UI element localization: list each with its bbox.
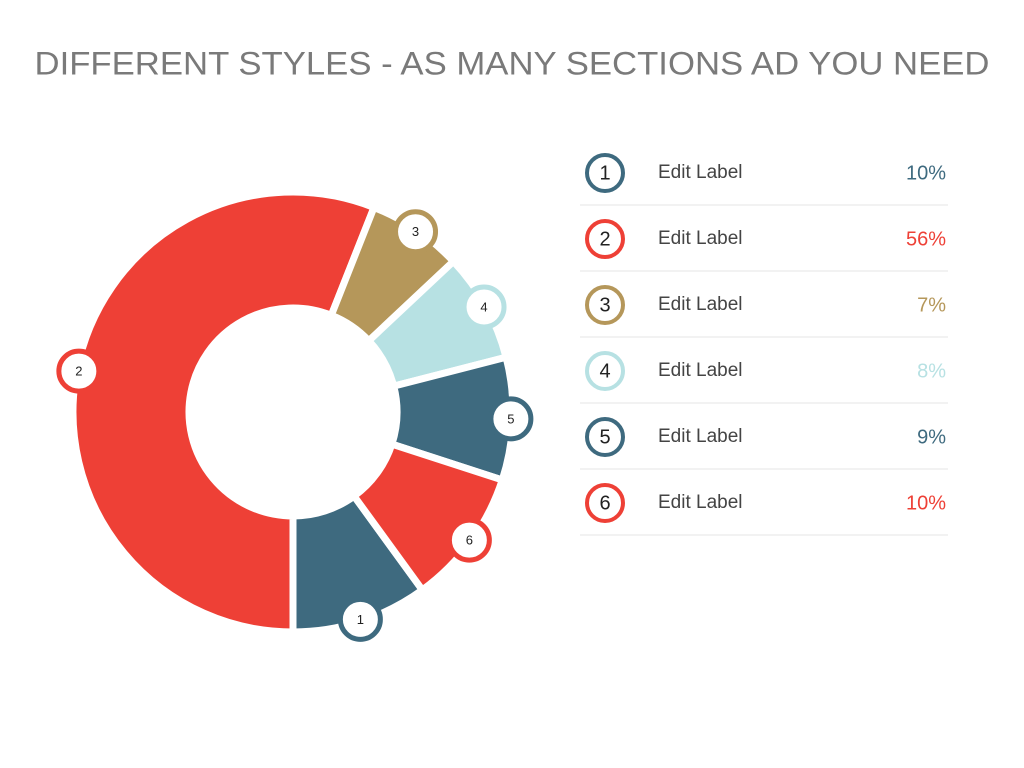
legend-label: Edit Label — [658, 360, 743, 381]
segment-number: 5 — [507, 411, 514, 426]
legend-badge — [585, 285, 625, 325]
legend-number: 3 — [599, 294, 610, 316]
legend-value: 10% — [906, 492, 946, 514]
legend-value: 10% — [906, 162, 946, 184]
legend-number: 5 — [599, 426, 610, 448]
legend-value: 56% — [906, 228, 946, 250]
segment-number: 6 — [466, 533, 473, 548]
legend-badge — [585, 219, 625, 259]
donut-segment — [349, 439, 507, 595]
segment-number: 1 — [357, 612, 364, 627]
legend-badge — [585, 153, 625, 193]
legend-number: 6 — [599, 492, 610, 514]
legend-label: Edit Label — [658, 294, 743, 315]
segment-badge — [56, 348, 102, 394]
legend-value: 8% — [917, 360, 946, 382]
segment-badge — [337, 596, 383, 642]
legend-number: 4 — [599, 360, 610, 382]
segment-badge — [393, 209, 439, 255]
legend-number: 2 — [599, 228, 610, 250]
segment-badge — [461, 284, 507, 330]
segment-badge — [488, 396, 534, 442]
legend-badge — [585, 351, 625, 391]
slide-title: DIFFERENT STYLES - AS MANY SECTIONS AD Y… — [35, 45, 990, 81]
legend-badge — [585, 483, 625, 523]
segment-badge — [446, 517, 492, 563]
segment-number: 3 — [412, 224, 419, 239]
donut-segment — [69, 188, 379, 636]
legend-number: 1 — [599, 162, 610, 184]
legend-label: Edit Label — [658, 162, 743, 183]
legend-badge — [585, 417, 625, 457]
segment-number: 4 — [480, 299, 487, 314]
segment-number: 2 — [75, 364, 82, 379]
legend-label: Edit Label — [658, 426, 743, 447]
legend-value: 9% — [917, 426, 946, 448]
legend-label: Edit Label — [658, 492, 743, 513]
legend-value: 7% — [917, 294, 946, 316]
legend-label: Edit Label — [658, 228, 743, 249]
